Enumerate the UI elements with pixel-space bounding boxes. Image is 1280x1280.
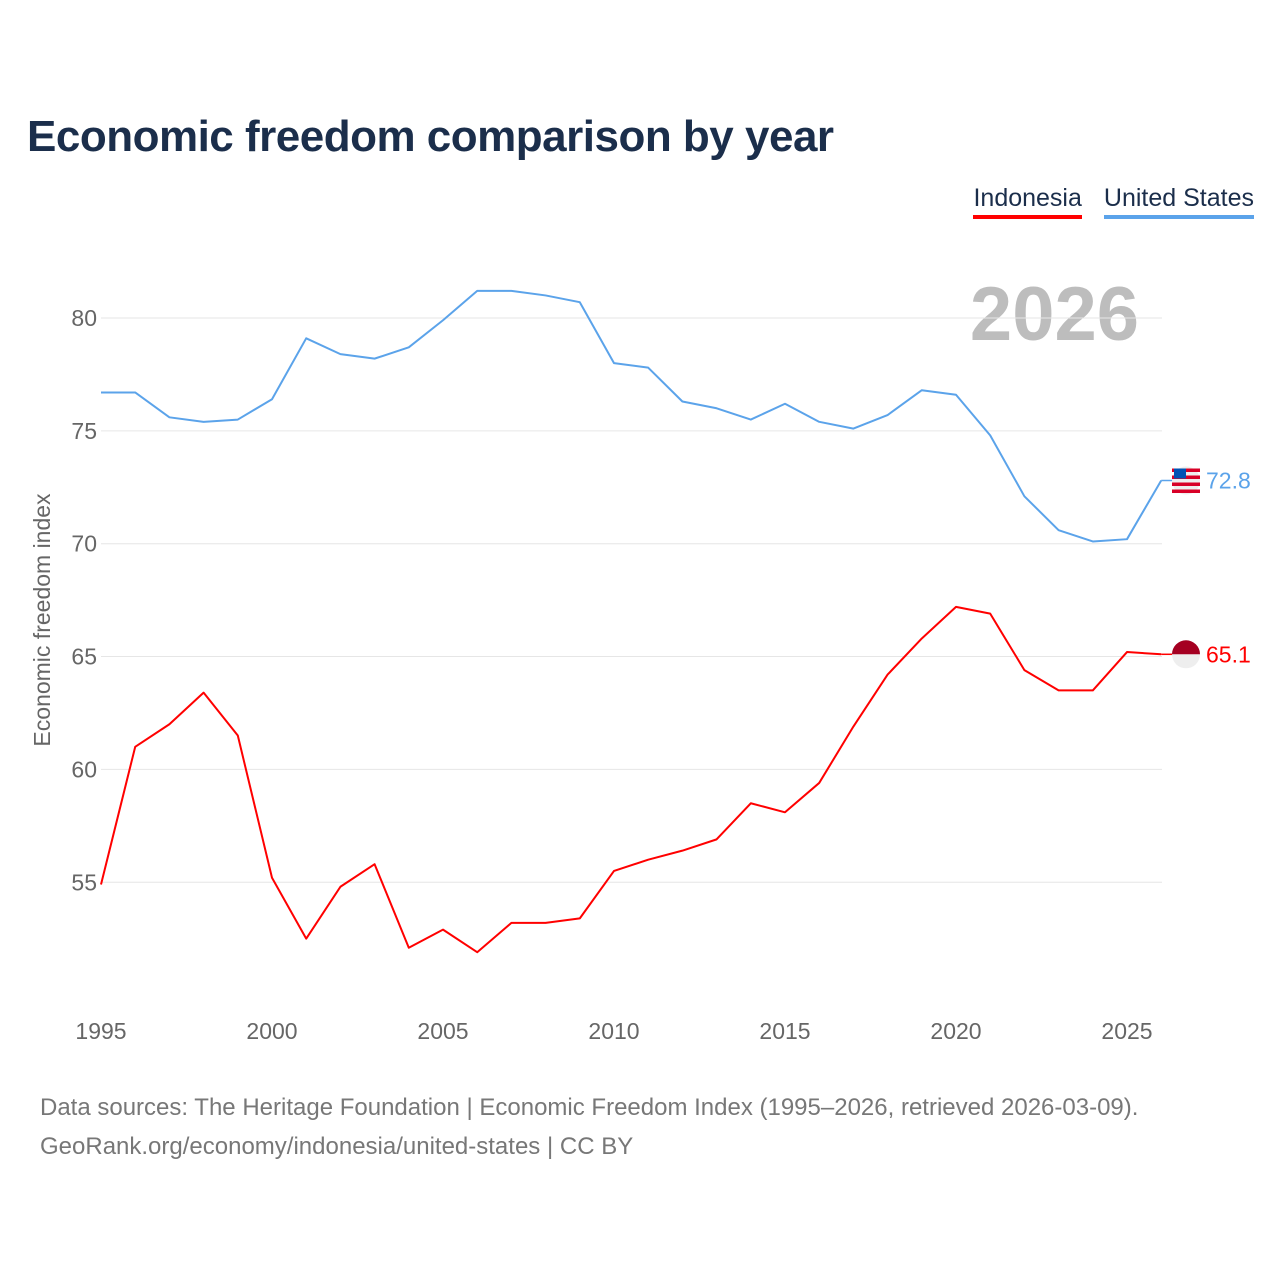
data-point [269,875,275,881]
data-point [1090,538,1096,544]
data-point [337,351,343,357]
us-flag-icon [1172,466,1200,495]
data-point [645,365,651,371]
data-point [1124,536,1130,542]
footer-link[interactable]: GeoRank.org/economy/indonesia/united-sta… [40,1133,634,1160]
y-tick-label: 65 [71,644,97,670]
x-tick-label: 2005 [417,1018,468,1044]
y-tick-label: 80 [71,305,97,331]
data-point [1124,649,1130,655]
data-point [1021,493,1027,499]
y-tick-label: 60 [71,756,97,782]
series-line-indonesia [100,605,1162,954]
y-axis-label: Economic freedom index [29,493,55,747]
data-point [919,635,925,641]
data-point [885,672,891,678]
data-point [235,417,241,423]
data-point [98,389,104,395]
y-tick-label: 75 [71,418,97,444]
data-point [406,945,412,951]
current-year-watermark: 2026 [970,272,1139,357]
data-point [714,405,720,411]
data-point [132,389,138,395]
data-point [201,690,207,696]
data-point [885,412,891,418]
data-point [987,432,993,438]
data-point [372,356,378,362]
data-point [1056,527,1062,533]
x-tick-label: 1995 [75,1018,126,1044]
data-point [953,392,959,398]
flag-stripe [1172,482,1200,487]
data-point [1056,687,1062,693]
data-point [611,868,617,874]
data-point [474,288,480,294]
data-point [543,292,549,298]
data-point [201,419,207,425]
data-point [850,724,856,730]
data-point [303,936,309,942]
x-tick-label: 2010 [588,1018,639,1044]
x-tick-label: 2020 [930,1018,981,1044]
data-point [440,927,446,933]
data-point [748,417,754,423]
legend: Indonesia United States [973,184,1254,219]
data-point [816,419,822,425]
data-point [679,848,685,854]
data-point [1090,687,1096,693]
x-tick-label: 2000 [246,1018,297,1044]
y-tick-label: 70 [71,531,97,557]
data-point [543,920,549,926]
data-point [577,299,583,305]
data-point [132,744,138,750]
data-point [372,861,378,867]
data-point [782,401,788,407]
footer: Data sources: The Heritage Foundation | … [40,1088,1138,1166]
data-point [508,288,514,294]
data-point [577,915,583,921]
y-tick-label: 55 [71,869,97,895]
data-point [98,882,104,888]
chart-title: Economic freedom comparison by year [27,112,834,161]
legend-united-states[interactable]: United States [1103,184,1254,219]
data-point [235,733,241,739]
data-point [611,360,617,366]
data-point [337,884,343,890]
footer-sources: Data sources: The Heritage Foundation | … [40,1094,1139,1121]
data-point [645,857,651,863]
x-tick-label: 2015 [759,1018,810,1044]
data-point [508,920,514,926]
data-point [166,721,172,727]
flag-stripe [1172,489,1200,494]
data-point [303,335,309,341]
data-point [782,809,788,815]
data-point [816,780,822,786]
series-line-united-states [101,289,1163,543]
flag-canton [1174,468,1186,479]
data-point [919,387,925,393]
data-point [406,344,412,350]
data-point [987,611,993,617]
data-point [953,604,959,610]
data-point [748,800,754,806]
data-point [166,414,172,420]
flag-red [1172,640,1200,655]
data-point [1021,667,1027,673]
data-point [850,426,856,432]
data-point [679,399,685,405]
data-point [440,317,446,323]
data-point [474,949,480,955]
data-point [714,836,720,842]
x-tick-label: 2025 [1101,1018,1152,1044]
end-value-label: 72.8 [1206,468,1251,494]
indonesia-flag-icon [1172,640,1200,669]
legend-indonesia[interactable]: Indonesia [973,184,1082,219]
data-point [269,396,275,402]
end-value-label: 65.1 [1206,641,1251,667]
